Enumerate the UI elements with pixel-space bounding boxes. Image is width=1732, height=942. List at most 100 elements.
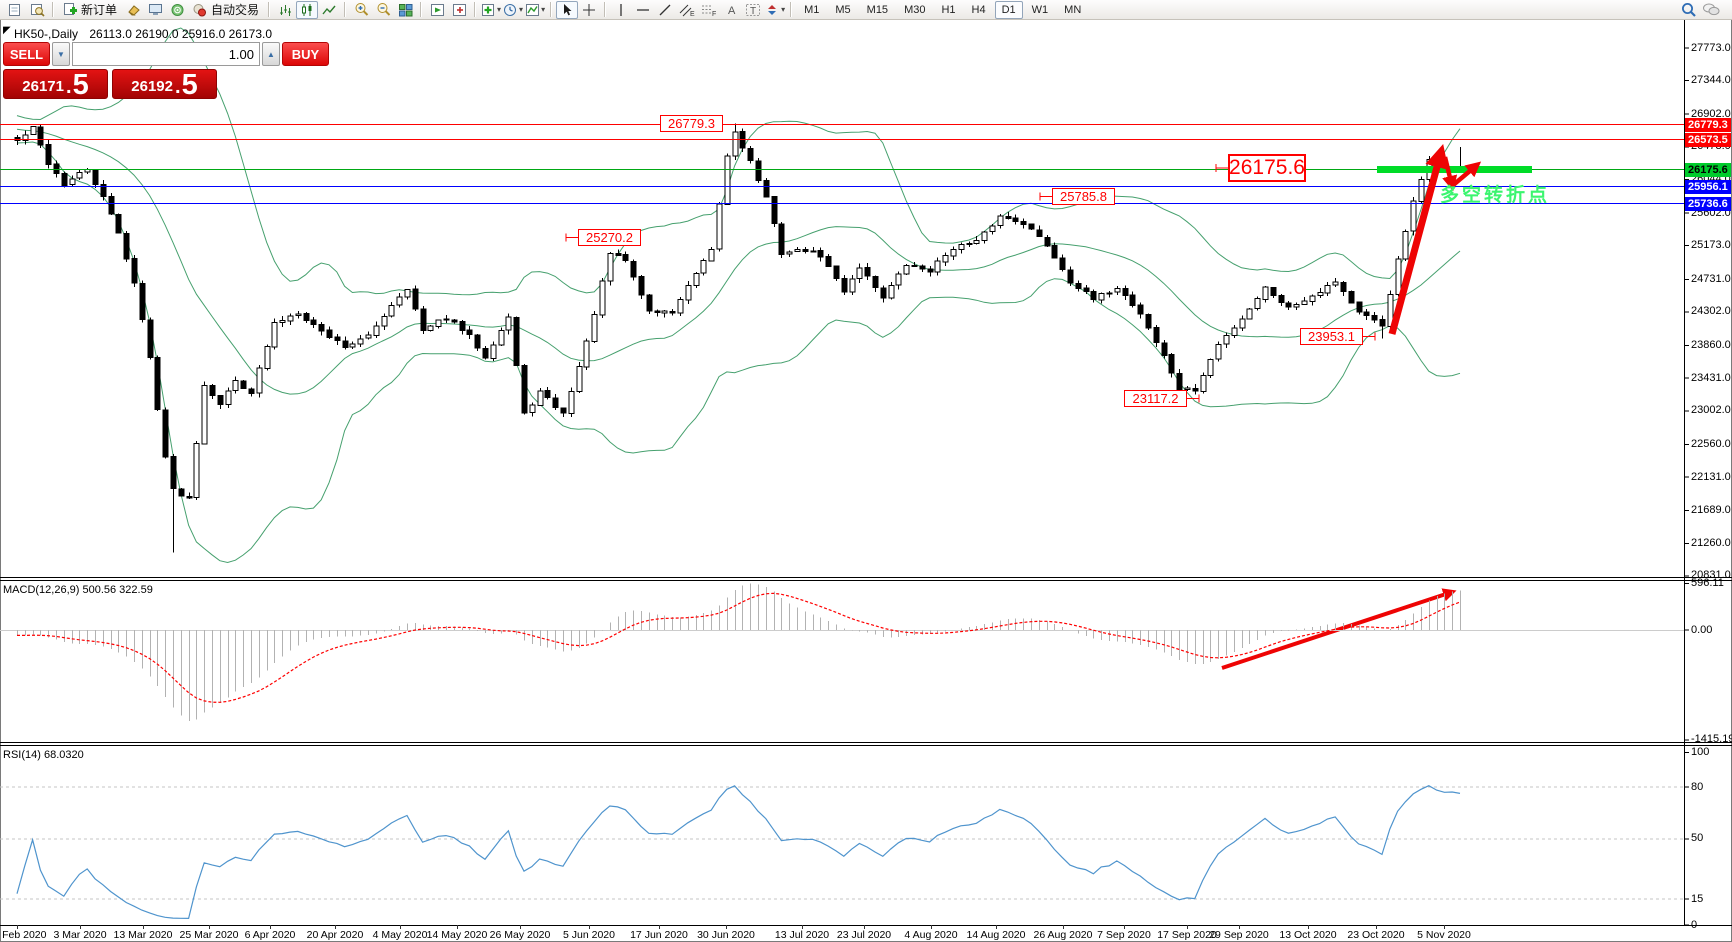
fibonacci-button[interactable]: F bbox=[698, 1, 720, 19]
chart-annotation-text[interactable]: 多空转折点 bbox=[1440, 185, 1551, 206]
toolbar-separator bbox=[550, 2, 553, 17]
chart-shift-button[interactable] bbox=[448, 1, 470, 19]
volume-increase-button[interactable]: ▲ bbox=[262, 42, 280, 66]
price-label[interactable]: 26175.6 bbox=[1228, 154, 1306, 182]
ohlc-values: 26113.0 26190.0 25916.0 26173.0 bbox=[89, 27, 272, 41]
tile-windows-button[interactable] bbox=[394, 1, 416, 19]
templates-button[interactable]: ▾ bbox=[524, 1, 546, 19]
cursor-button[interactable] bbox=[556, 0, 579, 19]
date-axis-label: 25 Mar 2020 bbox=[179, 929, 239, 941]
buy-button[interactable]: BUY bbox=[282, 42, 329, 66]
price-level-badge: 25956.1 bbox=[1685, 179, 1731, 194]
sell-price[interactable]: 26171 . 5 bbox=[3, 69, 108, 100]
buy-price[interactable]: 26192 . 5 bbox=[112, 69, 217, 101]
periods-button[interactable]: ▾ bbox=[502, 1, 524, 19]
rsi-label: RSI(14) 68.0320 bbox=[3, 749, 84, 761]
price-label[interactable]: 25270.2 bbox=[578, 229, 641, 246]
autotrading-icon bbox=[193, 3, 206, 16]
price-label[interactable]: 26779.3 bbox=[660, 115, 723, 132]
timeframe-MN[interactable]: MN bbox=[1064, 3, 1082, 16]
zoom-out-button[interactable] bbox=[372, 1, 394, 19]
new-order-label[interactable]: 新订单 bbox=[81, 3, 118, 17]
cursor-icon bbox=[564, 3, 572, 15]
new-order-icon bbox=[63, 3, 77, 15]
price-axis-tick: 21260.0 bbox=[1691, 536, 1731, 549]
date-axis-label: 4 Aug 2020 bbox=[904, 929, 958, 941]
bar-chart-button[interactable] bbox=[274, 1, 296, 19]
horizontal-levels[interactable] bbox=[0, 123, 1684, 205]
zoom-in-button[interactable] bbox=[350, 1, 372, 19]
trendline-button[interactable] bbox=[654, 1, 676, 19]
terminal-button[interactable] bbox=[144, 1, 166, 19]
date-axis-label: 20 Apr 2020 bbox=[306, 929, 364, 941]
timeframe-M30[interactable]: M30 bbox=[904, 3, 926, 16]
price-label[interactable]: 23953.1 bbox=[1300, 328, 1363, 345]
text-icon: A bbox=[728, 5, 736, 17]
candlestick-chart-button[interactable] bbox=[296, 0, 319, 19]
arrows-button[interactable]: ▾ bbox=[764, 1, 786, 19]
auto-scroll-icon bbox=[430, 3, 444, 16]
fibonacci-icon: F bbox=[702, 5, 716, 17]
price-label[interactable]: 25785.8 bbox=[1052, 188, 1115, 205]
price-label[interactable]: 23117.2 bbox=[1124, 390, 1187, 407]
date-axis-label: 13 Mar 2020 bbox=[113, 929, 173, 941]
timeframe-H4[interactable]: H4 bbox=[971, 3, 986, 16]
dropdown-caret-icon: ▾ bbox=[519, 5, 524, 14]
dropdown-caret-icon: ▾ bbox=[497, 5, 502, 14]
timeframe-D1[interactable]: D1 bbox=[994, 0, 1023, 19]
sell-button[interactable]: SELL bbox=[3, 42, 50, 66]
autotrading-button[interactable] bbox=[188, 1, 210, 19]
indicators-button[interactable]: ▾ bbox=[480, 1, 502, 19]
channel-icon: E bbox=[679, 4, 695, 17]
crosshair-icon bbox=[583, 3, 596, 16]
volume-input[interactable] bbox=[72, 42, 260, 66]
macd-axis-tick: 596.11 bbox=[1691, 577, 1724, 590]
profiles-icon bbox=[30, 3, 45, 17]
date-axis-label: 5 Jun 2020 bbox=[563, 929, 615, 941]
macd-signal-line bbox=[17, 592, 1461, 703]
buy-price-dec: 5 bbox=[181, 69, 198, 101]
text-label-button[interactable]: T bbox=[742, 1, 764, 19]
svg-text:F: F bbox=[712, 11, 716, 17]
sell-price-point: . bbox=[66, 76, 72, 98]
timeframe-H1[interactable]: H1 bbox=[941, 3, 956, 16]
svg-text:T: T bbox=[750, 6, 756, 17]
new-order-button[interactable] bbox=[58, 1, 80, 19]
channel-button[interactable]: E bbox=[676, 1, 698, 19]
rsi-axis-tick: 50 bbox=[1691, 832, 1704, 845]
date-axis-label: 26 Aug 2020 bbox=[1033, 929, 1093, 941]
price-axis-tick: 23431.0 bbox=[1691, 371, 1731, 384]
price-axis-tick: 22560.0 bbox=[1691, 437, 1731, 450]
buy-price-point: . bbox=[175, 76, 181, 98]
one-click-trading-panel: SELL ▼ ▲ BUY 26171 . 5 26192 . 5 bbox=[3, 42, 329, 101]
crosshair-button[interactable] bbox=[578, 1, 600, 19]
search-icon bbox=[1682, 2, 1696, 17]
auto-scroll-button[interactable] bbox=[426, 1, 448, 19]
timeframe-M1[interactable]: M1 bbox=[804, 3, 820, 16]
timeframe-M5[interactable]: M5 bbox=[835, 3, 851, 16]
symbol-period-label: HK50-,Daily bbox=[14, 27, 79, 41]
timeframe-M15[interactable]: M15 bbox=[866, 3, 889, 16]
signals-button[interactable] bbox=[166, 1, 188, 19]
date-axis-label: 30 Jun 2020 bbox=[697, 929, 755, 941]
eraser-button[interactable] bbox=[122, 1, 144, 19]
rsi-grid bbox=[0, 786, 1684, 900]
horizontal-line-button[interactable] bbox=[632, 1, 654, 19]
search-button[interactable] bbox=[1678, 1, 1700, 19]
volume-decrease-button[interactable]: ▼ bbox=[52, 42, 70, 66]
autotrading-label[interactable]: 自动交易 bbox=[211, 3, 260, 17]
chat-button[interactable] bbox=[1700, 1, 1722, 19]
signal-icon bbox=[171, 3, 184, 16]
date-axis-label: 17 Jun 2020 bbox=[630, 929, 688, 941]
candlestick-chart-icon bbox=[302, 3, 312, 16]
date-axis-label: 13 Oct 2020 bbox=[1279, 929, 1337, 941]
line-chart-button[interactable] bbox=[318, 1, 340, 19]
new-chart-button[interactable] bbox=[4, 1, 26, 19]
text-button[interactable]: A bbox=[720, 1, 742, 19]
timeframe-W1[interactable]: W1 bbox=[1031, 3, 1049, 16]
date-axis-label: 5 Nov 2020 bbox=[1417, 929, 1471, 941]
date-axis-label: 13 Jul 2020 bbox=[774, 929, 830, 941]
vertical-line-button[interactable] bbox=[610, 1, 632, 19]
chart-profiles-button[interactable] bbox=[26, 1, 48, 19]
